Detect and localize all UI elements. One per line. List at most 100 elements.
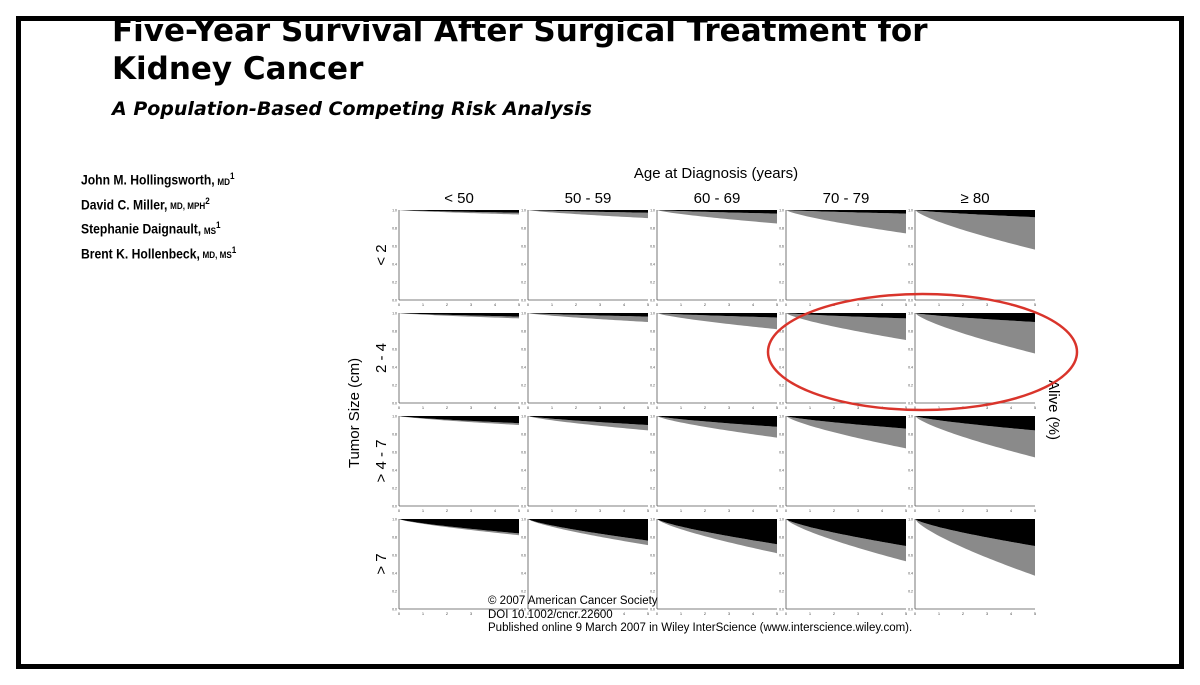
- cancer-death-area: [657, 313, 777, 318]
- other-cause-death-area: [657, 519, 777, 554]
- panel-background: [528, 313, 648, 403]
- y-tick-label: 0.6: [392, 451, 397, 455]
- y-tick-label: 0.4: [908, 572, 913, 576]
- x-tick-label: 3: [728, 611, 731, 616]
- other-cause-death-area: [399, 313, 519, 319]
- author-name: Stephanie Daignault,: [81, 221, 202, 237]
- cancer-death-area: [915, 416, 1035, 431]
- x-tick-label: 5: [518, 405, 521, 410]
- x-tick-label: 1: [551, 611, 554, 616]
- x-tick-label: 3: [857, 302, 860, 307]
- x-tick-label: 3: [857, 611, 860, 616]
- y-tick-label: 0.2: [779, 384, 784, 388]
- x-tick-label: 2: [446, 302, 449, 307]
- x-tick-label: 0: [656, 302, 659, 307]
- y-tick-label: 0.4: [779, 469, 784, 473]
- x-tick-label: 1: [809, 508, 812, 513]
- x-tick-label: 3: [599, 302, 602, 307]
- x-tick-label: 1: [680, 302, 683, 307]
- y-tick-label: 0.0: [650, 608, 655, 612]
- cancer-death-area: [915, 519, 1035, 546]
- y-tick-label: 0.4: [908, 366, 913, 370]
- x-tick-label: 2: [446, 611, 449, 616]
- age-column-header: 60 - 69: [694, 190, 741, 207]
- x-tick-label: 5: [905, 302, 908, 307]
- y-tick-label: 0.8: [908, 433, 913, 437]
- y-tick-label: 0.4: [392, 366, 397, 370]
- other-cause-death-area: [786, 519, 906, 562]
- x-tick-label: 0: [785, 611, 788, 616]
- y-tick-label: 0.2: [392, 281, 397, 285]
- x-tick-label: 4: [1010, 405, 1013, 410]
- x-tick-label: 3: [470, 611, 473, 616]
- y-tick-label: 0.0: [908, 608, 913, 612]
- author-name: John M. Hollingsworth,: [81, 172, 215, 188]
- x-tick-label: 1: [422, 508, 425, 513]
- x-tick-label: 0: [914, 405, 917, 410]
- y-tick-label: 1.0: [521, 209, 526, 213]
- x-tick-label: 0: [914, 302, 917, 307]
- citation-footer: © 2007 American Cancer Society DOI 10.10…: [488, 595, 912, 636]
- cancer-death-area: [399, 519, 519, 534]
- y-tick-label: 0.6: [779, 554, 784, 558]
- x-tick-label: 2: [962, 508, 965, 513]
- x-tick-label: 3: [599, 405, 602, 410]
- y-tick-label: 0.6: [650, 451, 655, 455]
- y-tick-label: 0.6: [650, 245, 655, 249]
- y-tick-label: 1.0: [392, 415, 397, 419]
- y-tick-label: 0.6: [521, 348, 526, 352]
- y-tick-label: 0.6: [908, 554, 913, 558]
- panel-background: [399, 210, 519, 300]
- y-tick-label: 0.8: [779, 536, 784, 540]
- y-tick-label: 0.8: [779, 433, 784, 437]
- other-cause-death-area: [657, 210, 777, 224]
- x-tick-label: 2: [833, 405, 836, 410]
- y-tick-label: 0.2: [650, 384, 655, 388]
- y-tick-label: 0.4: [521, 366, 526, 370]
- y-tick-label: 0.8: [392, 433, 397, 437]
- x-tick-label: 4: [494, 611, 497, 616]
- y-tick-label: 0.6: [521, 451, 526, 455]
- y-tick-label: 1.0: [650, 415, 655, 419]
- x-tick-label: 2: [962, 611, 965, 616]
- y-tick-label: 0.2: [392, 384, 397, 388]
- x-tick-label: 1: [422, 611, 425, 616]
- y-tick-label: 0.0: [392, 505, 397, 509]
- y-tick-label: 0.6: [392, 348, 397, 352]
- y-tick-label: 1.0: [521, 415, 526, 419]
- other-cause-death-area: [915, 416, 1035, 458]
- y-tick-label: 0.4: [779, 366, 784, 370]
- x-tick-label: 5: [905, 611, 908, 616]
- y-tick-label: 1.0: [908, 415, 913, 419]
- cancer-death-area: [528, 313, 648, 317]
- x-tick-label: 5: [905, 508, 908, 513]
- y-tick-label: 0.2: [521, 590, 526, 594]
- y-tick-label: 0.4: [392, 263, 397, 267]
- x-tick-label: 1: [680, 508, 683, 513]
- cancer-death-area: [657, 210, 777, 214]
- paper-title: Five-Year Survival After Surgical Treatm…: [112, 13, 928, 87]
- x-tick-label: 0: [398, 302, 401, 307]
- cancer-death-area: [399, 210, 519, 213]
- other-cause-death-area: [915, 313, 1035, 354]
- author-affiliation: 2: [205, 195, 210, 206]
- author-credentials: MD, MPH: [170, 201, 206, 211]
- y-tick-label: 0.8: [521, 330, 526, 334]
- y-tick-label: 0.0: [779, 505, 784, 509]
- x-tick-label: 3: [728, 302, 731, 307]
- x-tick-label: 2: [704, 302, 707, 307]
- x-tick-label: 5: [518, 302, 521, 307]
- y-tick-label: 0.0: [908, 505, 913, 509]
- y-tick-label: 0.0: [392, 608, 397, 612]
- cancer-death-area: [528, 519, 648, 541]
- author-list: John M. Hollingsworth, MD1 David C. Mille…: [81, 167, 236, 265]
- x-tick-label: 4: [881, 508, 884, 513]
- y-tick-label: 0.6: [521, 245, 526, 249]
- x-tick-label: 0: [914, 508, 917, 513]
- panel-background: [399, 416, 519, 506]
- x-tick-label: 1: [422, 405, 425, 410]
- y-tick-label: 0.8: [779, 330, 784, 334]
- y-tick-label: 0.2: [392, 487, 397, 491]
- age-column-header: < 50: [444, 190, 474, 207]
